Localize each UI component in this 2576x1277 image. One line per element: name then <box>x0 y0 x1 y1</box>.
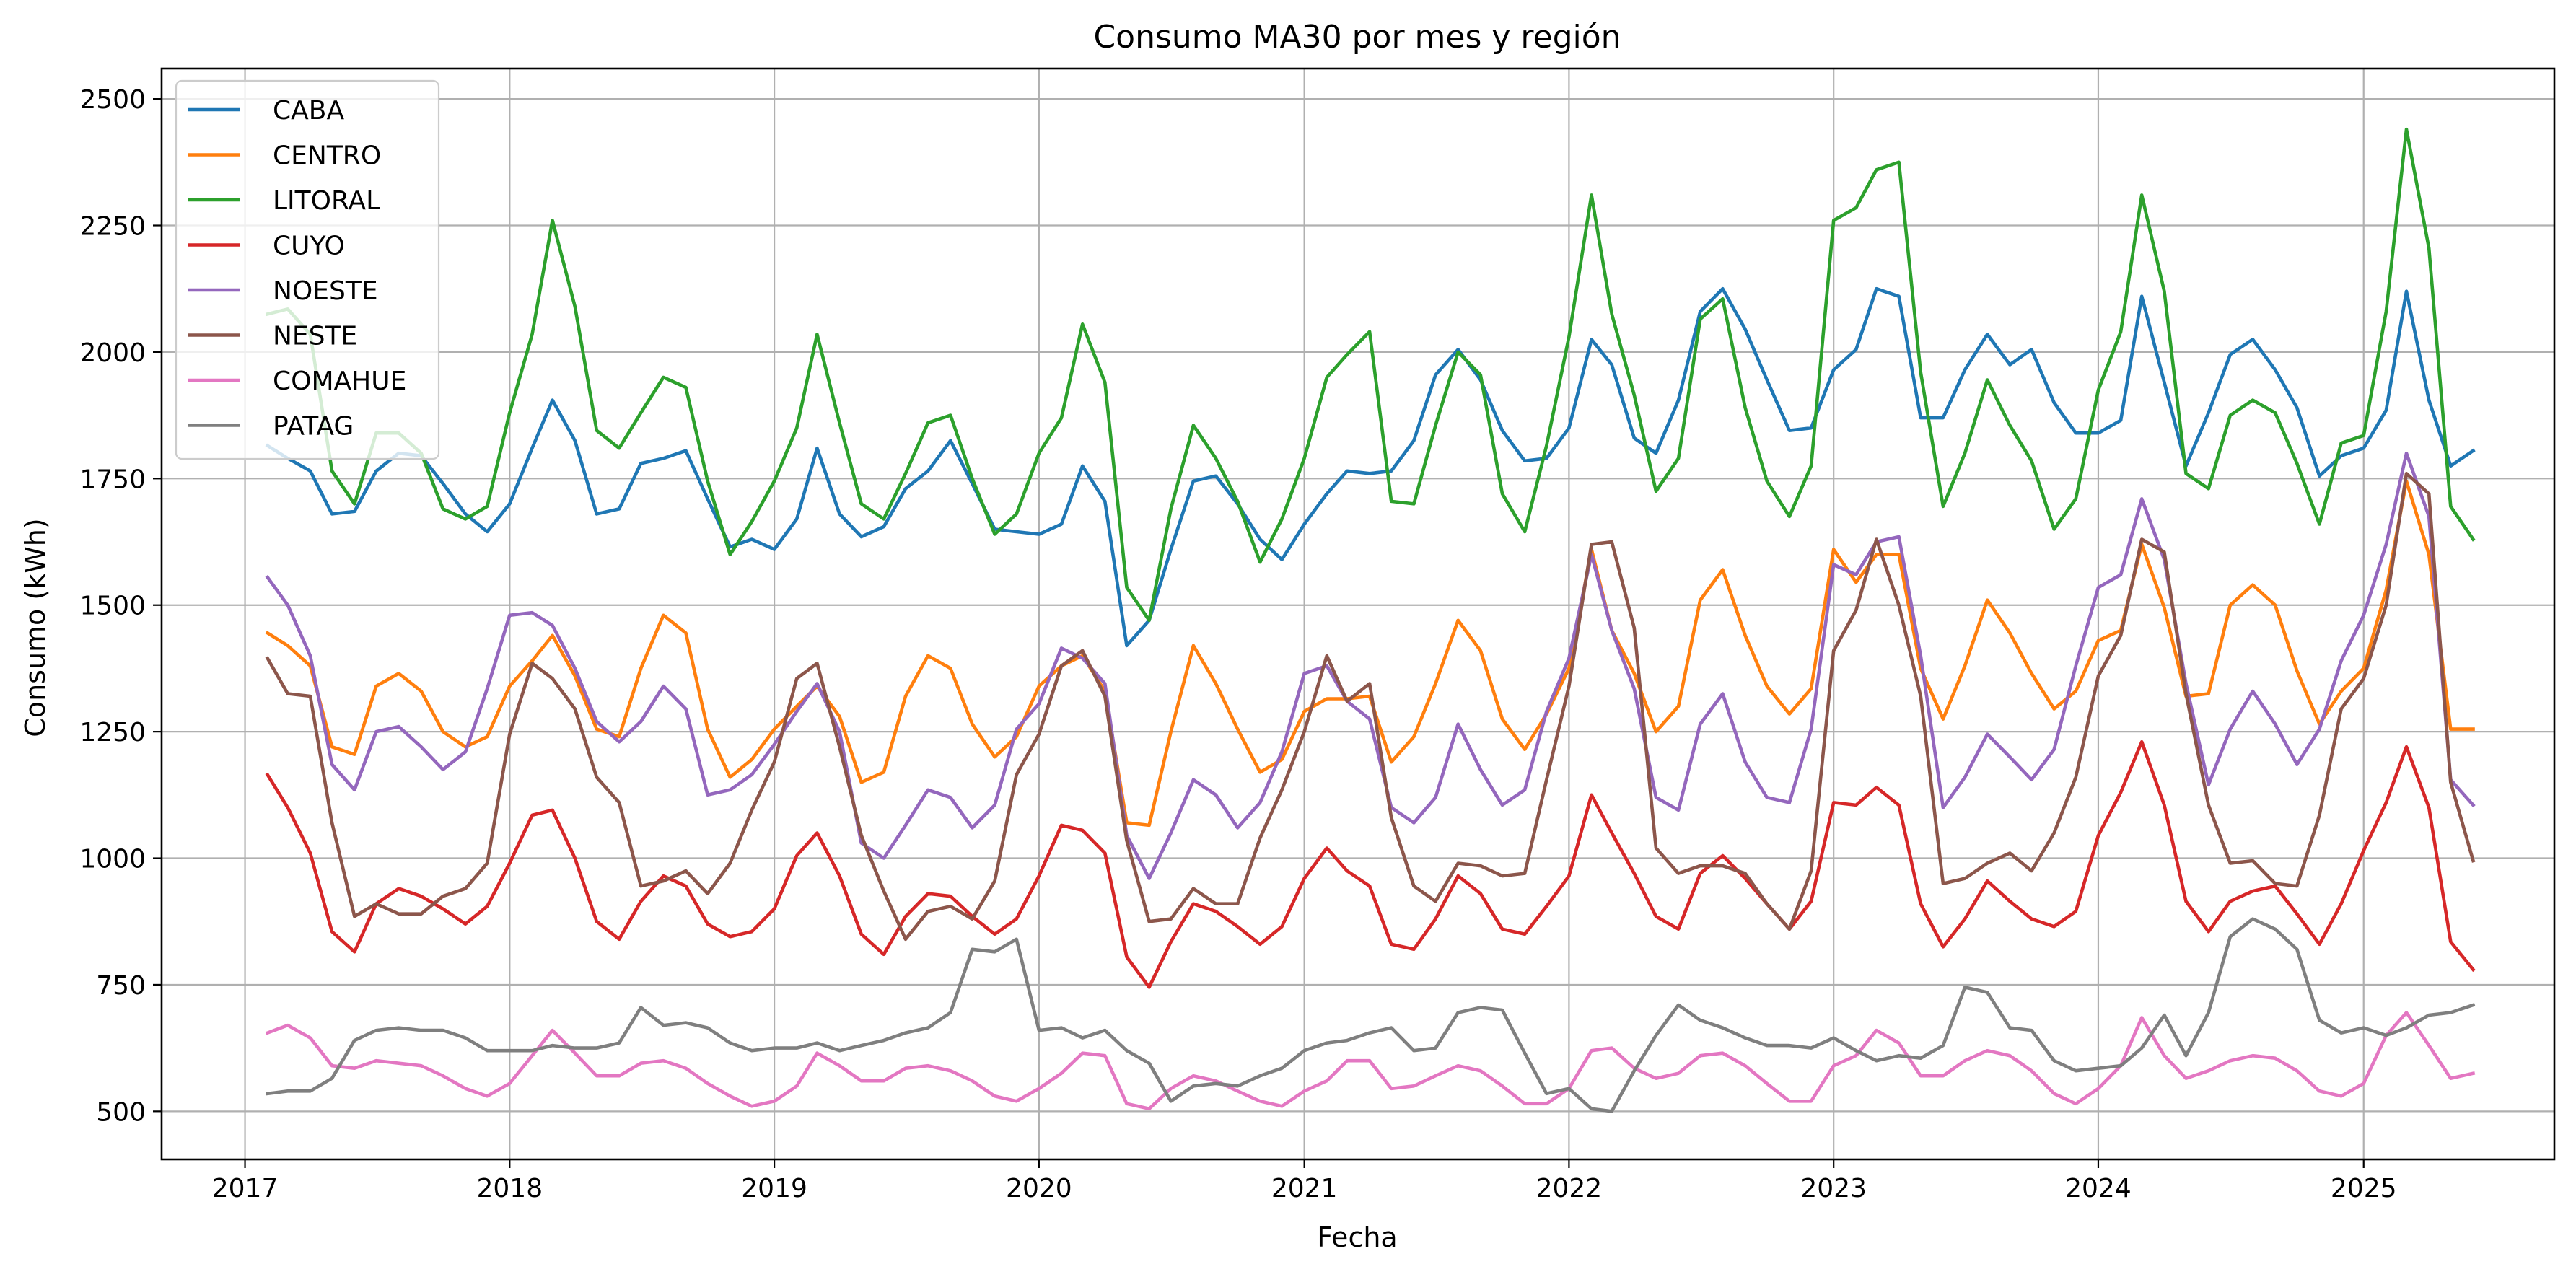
x-tick-label: 2017 <box>212 1174 279 1203</box>
series-line-noeste <box>265 451 2476 880</box>
series-line-comahue <box>265 1011 2476 1111</box>
legend-label-noeste: NOESTE <box>273 276 378 306</box>
y-tick-label: 2250 <box>79 212 146 242</box>
legend-box <box>175 79 440 460</box>
y-tick-label: 750 <box>96 971 146 1001</box>
y-tick-label: 1000 <box>79 845 146 874</box>
grid-lines <box>162 69 2554 1159</box>
x-tick-label: 2021 <box>1271 1174 1338 1203</box>
x-tick-label: 2019 <box>741 1174 807 1203</box>
x-tick-label: 2025 <box>2331 1174 2397 1203</box>
series-line-litoral <box>265 127 2476 623</box>
series-line-neste <box>265 471 2476 942</box>
x-tick-label: 2023 <box>1800 1174 1867 1203</box>
x-axis-label: Fecha <box>1317 1221 1397 1253</box>
y-tick-label: 2000 <box>79 338 146 368</box>
series-lines <box>265 127 2476 1113</box>
chart-title: Consumo MA30 por mes y región <box>1093 19 1621 56</box>
legend-label-comahue: COMAHUE <box>273 367 406 396</box>
x-axis-ticks: 2017 2018 2019 2020 2021 2022 2023 2024 2025 <box>212 1159 2397 1203</box>
x-tick-label: 2020 <box>1006 1174 1072 1203</box>
x-tick-label: 2024 <box>2065 1174 2132 1203</box>
legend-label-patag: PATAG <box>273 412 354 442</box>
legend-label-neste: NESTE <box>273 322 357 351</box>
plot-area-frame <box>160 67 2556 1161</box>
y-tick-label: 1750 <box>79 465 146 494</box>
y-axis-label: Consumo (kWh) <box>19 518 51 737</box>
x-tick-label: 2022 <box>1536 1174 1603 1203</box>
y-tick-label: 1250 <box>79 718 146 747</box>
legend-label-caba: CABA <box>273 96 344 126</box>
y-tick-label: 500 <box>96 1097 146 1127</box>
legend: CABA CENTRO LITORAL CUYO NOESTE NESTE COMAHUE P… <box>175 79 440 460</box>
legend-label-centro: CENTRO <box>273 141 381 171</box>
series-line-cuyo <box>265 740 2476 989</box>
y-tick-label: 1500 <box>79 592 146 621</box>
y-tick-label: 2500 <box>79 85 146 115</box>
series-line-centro <box>265 479 2475 828</box>
x-tick-label: 2018 <box>477 1174 543 1203</box>
legend-label-cuyo: CUYO <box>273 232 345 261</box>
y-axis-ticks: 500 750 1000 1250 1500 1750 2000 2250 2500 <box>79 85 162 1127</box>
legend-label-litoral: LITORAL <box>273 186 380 216</box>
series-line-caba <box>265 286 2476 648</box>
series-line-patag <box>266 917 2476 1113</box>
